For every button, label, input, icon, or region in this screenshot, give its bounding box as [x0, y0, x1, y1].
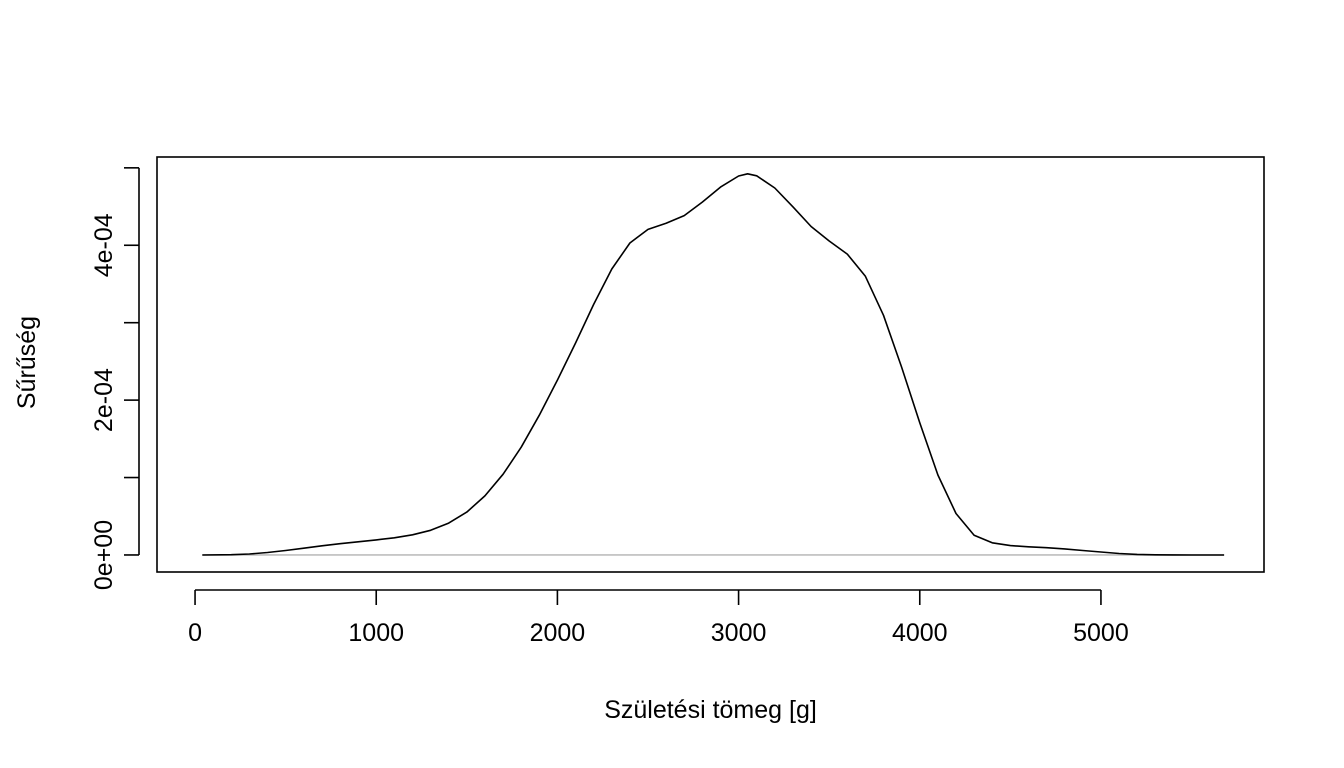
x-tick-label: 3000 [711, 619, 767, 647]
x-axis: 0 1000 2000 3000 4000 5000 [188, 589, 1129, 647]
plot-frame [156, 156, 1265, 573]
y-tick-label: 0e+00 [90, 520, 118, 590]
y-axis-title: Sűrűség [13, 316, 41, 409]
x-tick-label: 2000 [530, 619, 586, 647]
density-line [202, 173, 1225, 556]
x-axis-title: Születési tömeg [g] [604, 696, 817, 724]
x-tick-label: 0 [188, 619, 202, 647]
x-tick-label: 4000 [892, 619, 948, 647]
x-tick-label: 5000 [1073, 619, 1129, 647]
y-tick-label: 4e-04 [90, 213, 118, 277]
y-axis: 0e+00 2e-04 4e-04 [90, 167, 140, 590]
y-tick-label: 2e-04 [90, 368, 118, 432]
x-tick-label: 1000 [348, 619, 404, 647]
